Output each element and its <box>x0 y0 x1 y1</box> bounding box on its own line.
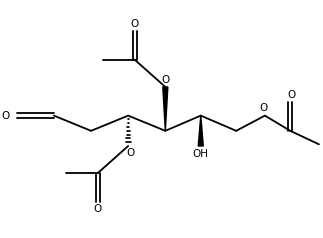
Text: OH: OH <box>193 149 209 159</box>
Polygon shape <box>198 116 203 146</box>
Text: O: O <box>288 90 296 100</box>
Polygon shape <box>163 87 168 131</box>
Text: O: O <box>127 149 135 159</box>
Text: O: O <box>94 204 102 214</box>
Text: O: O <box>161 74 170 84</box>
Text: O: O <box>259 103 267 113</box>
Text: O: O <box>131 19 139 29</box>
Text: O: O <box>2 111 10 121</box>
